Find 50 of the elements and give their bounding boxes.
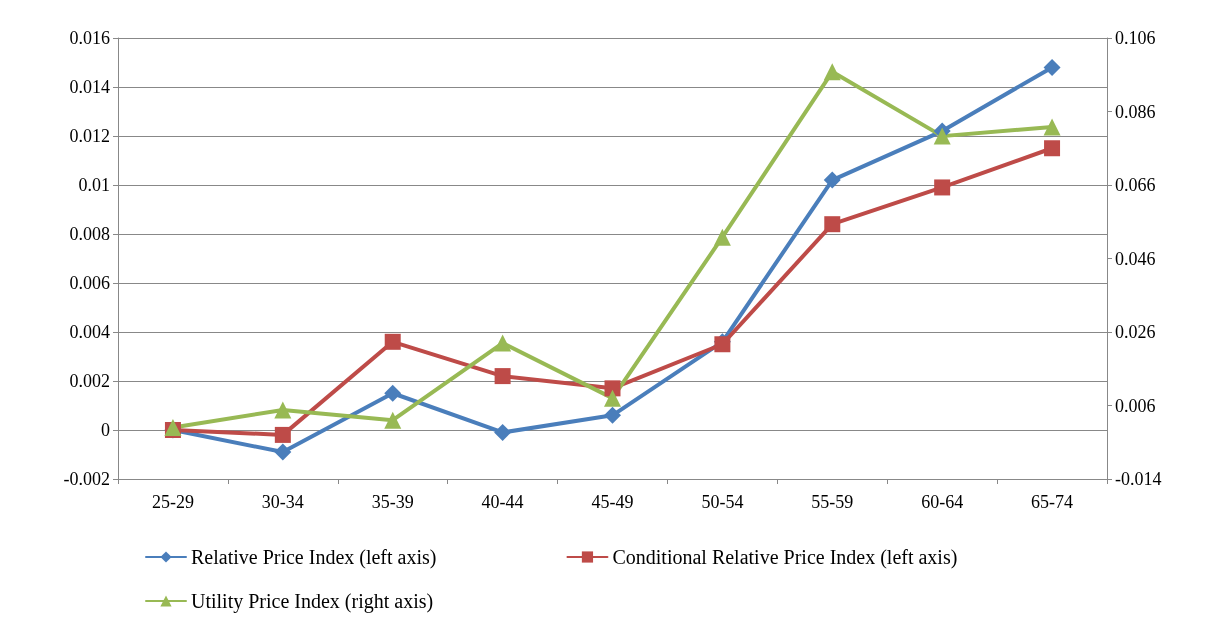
point — [934, 179, 951, 196]
point — [494, 423, 512, 441]
legend-label: Utility Price Index (right axis) — [191, 590, 434, 613]
y-tick-label: 0.016 — [69, 28, 110, 48]
x-tick-label: 50-54 — [701, 492, 744, 512]
y-tick-label: 0.014 — [69, 77, 110, 97]
point — [494, 334, 512, 352]
y2-tick-label: -0.014 — [1115, 469, 1162, 489]
x-tick-label: 45-49 — [591, 492, 634, 512]
point — [384, 384, 402, 402]
y-tick-label: -0.002 — [63, 469, 110, 489]
x-tick-label: 65-74 — [1031, 492, 1074, 512]
point — [1043, 118, 1061, 136]
y2-tick-label: 0.106 — [1115, 28, 1156, 48]
y2-tick-label: 0.046 — [1115, 248, 1156, 269]
x-tick-label: 25-29 — [151, 492, 194, 512]
point — [1043, 58, 1061, 76]
x-tick-label: 35-39 — [371, 492, 414, 512]
point — [274, 426, 291, 443]
point — [823, 171, 841, 189]
legend-label: Relative Price Index (left axis) — [191, 546, 437, 569]
point — [384, 411, 402, 429]
y-tick-label: 0.004 — [69, 322, 110, 342]
point — [824, 216, 841, 233]
point — [713, 228, 731, 246]
point — [494, 368, 511, 385]
x-tick-label: 30-34 — [261, 492, 304, 512]
y-tick-label: 0.006 — [69, 273, 110, 293]
point — [274, 443, 292, 461]
x-tick-label: 40-44 — [481, 492, 524, 512]
point — [604, 380, 621, 397]
y2-tick-label: 0.066 — [1115, 175, 1156, 195]
legend-label: Conditional Relative Price Index (left axis) — [612, 546, 958, 569]
y-tick-label: 0.012 — [69, 126, 110, 146]
x-tick-label: 60-64 — [921, 492, 964, 512]
y2-tick-label: 0.006 — [1115, 395, 1156, 416]
point — [274, 401, 292, 419]
y-tick-label: 0.002 — [69, 371, 110, 391]
point — [384, 333, 401, 350]
point — [823, 63, 841, 81]
point — [1044, 140, 1061, 157]
y2-tick-label: 0.026 — [1115, 322, 1156, 342]
y-tick-label: 0.01 — [78, 175, 110, 195]
x-tick-label: 55-59 — [811, 492, 854, 512]
y2-tick-label: 0.086 — [1115, 101, 1156, 122]
point — [933, 127, 951, 145]
point — [604, 389, 621, 407]
point — [604, 406, 621, 424]
y-tick-label: 0 — [101, 420, 110, 440]
y-tick-label: 0.008 — [69, 224, 110, 244]
